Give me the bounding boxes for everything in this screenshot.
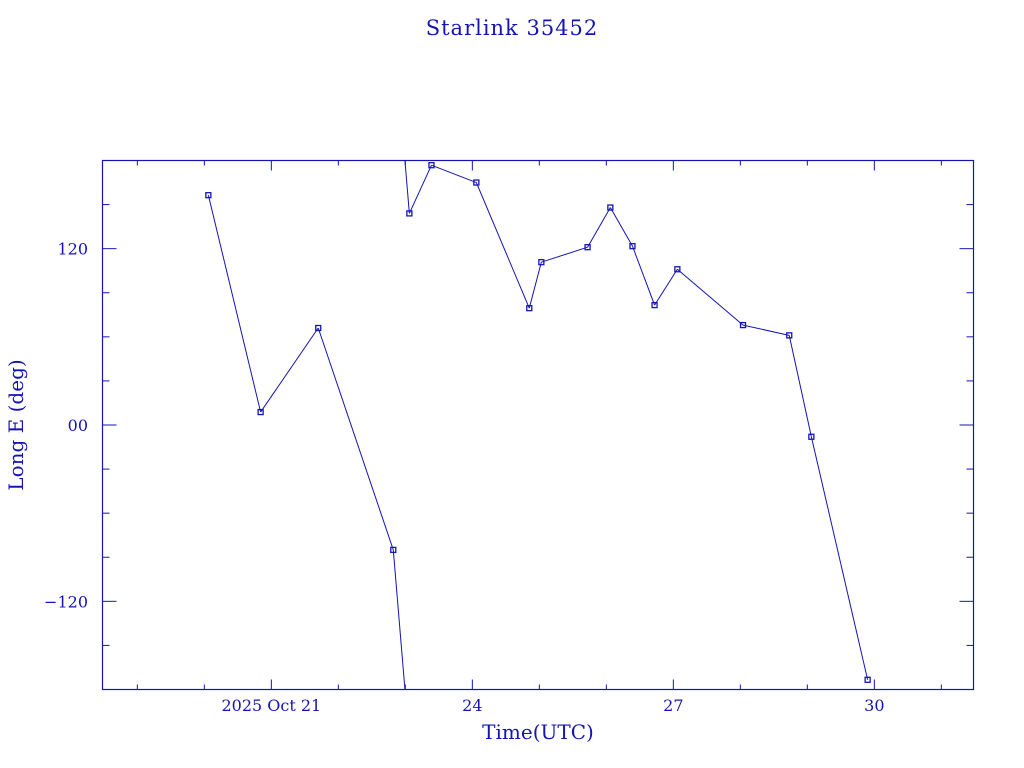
data-point bbox=[584, 244, 591, 251]
data-point bbox=[473, 179, 480, 186]
data-point bbox=[864, 676, 871, 683]
series-segment bbox=[587, 207, 611, 248]
data-point bbox=[406, 210, 413, 217]
data-point bbox=[629, 243, 636, 250]
data-point bbox=[651, 301, 658, 309]
series-segment bbox=[408, 164, 432, 214]
y-tick-label: −120 bbox=[44, 592, 88, 611]
y-tick-label: 120 bbox=[57, 240, 88, 259]
y-tick-label: 00 bbox=[68, 416, 88, 435]
series-segment bbox=[317, 327, 394, 551]
data-point bbox=[526, 305, 533, 312]
data-point bbox=[257, 408, 264, 416]
data-point bbox=[607, 204, 614, 211]
series-segment bbox=[392, 549, 406, 690]
data-point bbox=[674, 266, 681, 273]
tick-labels: 2025 Oct 21 24 27 30 120 00 −120 bbox=[44, 240, 884, 715]
series-segment bbox=[810, 436, 869, 680]
series-segment bbox=[475, 182, 530, 309]
series-segment bbox=[528, 262, 542, 309]
series-segment bbox=[404, 160, 410, 214]
series-segment bbox=[742, 324, 790, 336]
x-tick-label: 24 bbox=[462, 696, 482, 715]
plot-frame bbox=[101, 159, 975, 691]
data-point bbox=[786, 332, 793, 339]
series-segment bbox=[260, 327, 319, 413]
series-segment bbox=[207, 195, 262, 413]
y-axis-label: Long E (deg) bbox=[4, 359, 28, 490]
x-tick-label: 2025 Oct 21 bbox=[221, 696, 321, 715]
x-tick-label: 27 bbox=[663, 696, 683, 715]
x-tick-label: 30 bbox=[864, 696, 884, 715]
data-point bbox=[205, 192, 212, 199]
data-point bbox=[538, 259, 545, 266]
x-axis-label: Time(UTC) bbox=[482, 720, 594, 744]
series-segment bbox=[788, 335, 812, 437]
data-point bbox=[390, 546, 397, 554]
series-segment bbox=[609, 207, 633, 247]
chart-title: Starlink 35452 bbox=[425, 16, 599, 40]
series-segment bbox=[654, 268, 678, 306]
series-segment bbox=[677, 268, 744, 326]
series-segment bbox=[541, 246, 588, 263]
data-point bbox=[428, 162, 435, 169]
series-segment bbox=[431, 164, 477, 184]
series-longitude bbox=[205, 160, 871, 690]
data-point bbox=[739, 321, 747, 329]
series-segment bbox=[632, 245, 656, 306]
data-point bbox=[315, 324, 322, 332]
data-point bbox=[808, 433, 815, 440]
axis-ticks bbox=[102, 160, 974, 690]
